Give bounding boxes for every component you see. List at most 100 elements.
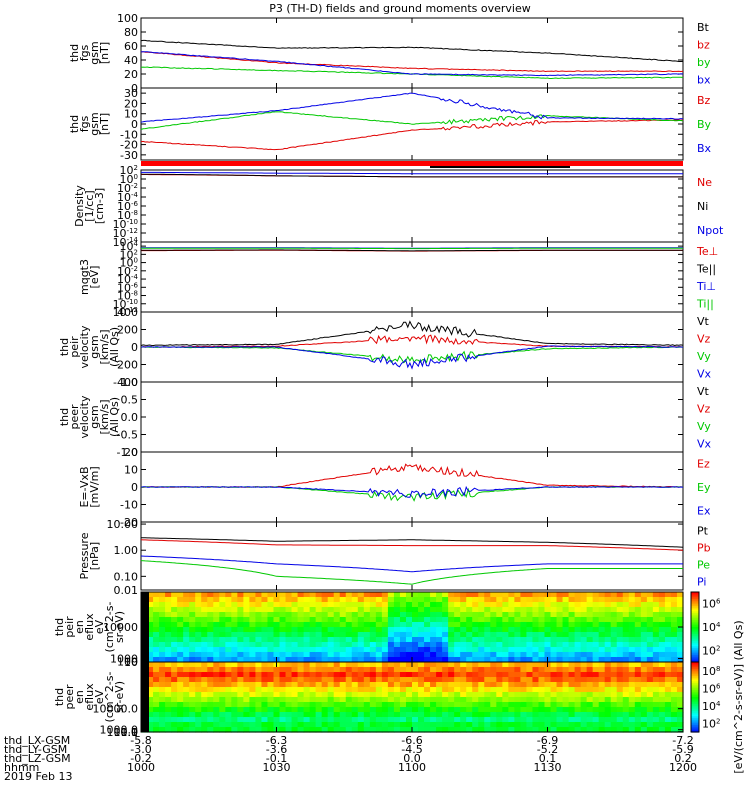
heatmap-cell bbox=[393, 672, 401, 678]
heatmap-cell bbox=[646, 682, 654, 688]
heatmap-cell bbox=[550, 592, 558, 598]
heatmap-cell bbox=[568, 652, 576, 658]
heatmap-cell bbox=[586, 632, 594, 638]
y-axis-label-line: velocity bbox=[78, 395, 91, 438]
heatmap-cell bbox=[231, 637, 238, 643]
heatmap-cell bbox=[628, 657, 636, 663]
heatmap-cell bbox=[586, 637, 594, 643]
heatmap-cell bbox=[568, 592, 576, 598]
heatmap-cell bbox=[442, 727, 449, 733]
heatmap-cell bbox=[279, 727, 287, 733]
heatmap-cell bbox=[387, 607, 395, 613]
heatmap-cell bbox=[628, 647, 636, 653]
heatmap-cell bbox=[159, 657, 166, 663]
heatmap-cell bbox=[436, 702, 443, 708]
heatmap-cell bbox=[496, 622, 503, 628]
heatmap-cell bbox=[472, 637, 479, 643]
heatmap-cell bbox=[201, 692, 208, 698]
heatmap-cell bbox=[592, 682, 600, 688]
heatmap-cell bbox=[255, 727, 263, 733]
heatmap-cell bbox=[580, 592, 588, 598]
heatmap-cell bbox=[556, 622, 564, 628]
heatmap-cell bbox=[351, 597, 359, 603]
heatmap-cell bbox=[309, 677, 317, 683]
heatmap-cell bbox=[520, 597, 528, 603]
heatmap-cell bbox=[442, 632, 449, 638]
heatmap-cell bbox=[676, 677, 684, 683]
heatmap-cell bbox=[225, 612, 232, 618]
heatmap-cell bbox=[604, 592, 612, 598]
heatmap-cell bbox=[424, 647, 431, 653]
heatmap-cell bbox=[147, 722, 154, 728]
y-tick-label: -10 bbox=[120, 128, 138, 141]
heatmap-cell bbox=[303, 707, 311, 713]
legend-Ez: Ez bbox=[697, 458, 710, 471]
heatmap-cell bbox=[219, 717, 226, 723]
heatmap-cell bbox=[664, 727, 672, 733]
heatmap-cell bbox=[556, 632, 564, 638]
heatmap-cell bbox=[604, 657, 612, 663]
heatmap-cell bbox=[369, 597, 377, 603]
heatmap-cell bbox=[195, 652, 202, 658]
heatmap-cell bbox=[676, 722, 684, 728]
heatmap-cell bbox=[538, 697, 546, 703]
heatmap-cell bbox=[165, 637, 172, 643]
heatmap-cell bbox=[183, 637, 190, 643]
colorbar-tick-label: 108 bbox=[702, 665, 720, 678]
heatmap-cell bbox=[279, 647, 287, 653]
colorbar-cell bbox=[691, 639, 699, 642]
heatmap-cell bbox=[333, 647, 341, 653]
heatmap-cell bbox=[327, 657, 335, 663]
heatmap-cell bbox=[478, 702, 485, 708]
heatmap-cell bbox=[430, 702, 437, 708]
heatmap-cell bbox=[297, 682, 305, 688]
heatmap-cell bbox=[454, 637, 461, 643]
heatmap-cell bbox=[490, 682, 497, 688]
heatmap-cell bbox=[213, 607, 220, 613]
heatmap-cell bbox=[315, 627, 323, 633]
heatmap-cell bbox=[436, 667, 443, 673]
heatmap-cell bbox=[279, 717, 287, 723]
heatmap-cell bbox=[460, 722, 467, 728]
legend-Vy: Vy bbox=[697, 350, 711, 363]
heatmap-cell bbox=[261, 592, 269, 598]
heatmap-cell bbox=[442, 607, 449, 613]
heatmap-cell bbox=[526, 622, 534, 628]
heatmap-cell bbox=[207, 627, 214, 633]
heatmap-cell bbox=[201, 687, 208, 693]
heatmap-cell bbox=[255, 717, 263, 723]
heatmap-cell bbox=[171, 722, 178, 728]
heatmap-cell bbox=[466, 702, 473, 708]
heatmap-cell bbox=[285, 597, 293, 603]
heatmap-cell bbox=[303, 612, 311, 618]
heatmap-cell bbox=[490, 692, 497, 698]
heatmap-cell bbox=[327, 607, 335, 613]
tick-base: 10 bbox=[113, 306, 127, 319]
tick-exponent: -10 bbox=[127, 298, 138, 306]
heatmap-cell bbox=[646, 662, 654, 668]
heatmap-cell bbox=[628, 602, 636, 608]
heatmap-cell bbox=[418, 712, 425, 718]
heatmap-cell bbox=[225, 697, 232, 703]
heatmap-cell bbox=[189, 657, 196, 663]
heatmap-cell bbox=[363, 597, 371, 603]
heatmap-cell bbox=[436, 632, 443, 638]
heatmap-cell bbox=[448, 612, 455, 618]
heatmap-cell bbox=[285, 622, 293, 628]
tick-base: 10 bbox=[702, 598, 716, 611]
y-tick-label: 10-8 bbox=[117, 290, 138, 303]
heatmap-cell bbox=[574, 712, 582, 718]
heatmap-cell bbox=[243, 702, 250, 708]
heatmap-cell bbox=[514, 652, 521, 658]
heatmap-cell bbox=[285, 632, 293, 638]
heatmap-cell bbox=[231, 682, 238, 688]
heatmap-cell bbox=[526, 697, 534, 703]
heatmap-cell bbox=[381, 702, 389, 708]
heatmap-cell bbox=[291, 612, 299, 618]
heatmap-cell bbox=[574, 617, 582, 623]
heatmap-cell bbox=[634, 637, 642, 643]
heatmap-cell bbox=[291, 617, 299, 623]
colorbar-cell bbox=[691, 686, 699, 689]
heatmap-cell bbox=[514, 662, 521, 668]
